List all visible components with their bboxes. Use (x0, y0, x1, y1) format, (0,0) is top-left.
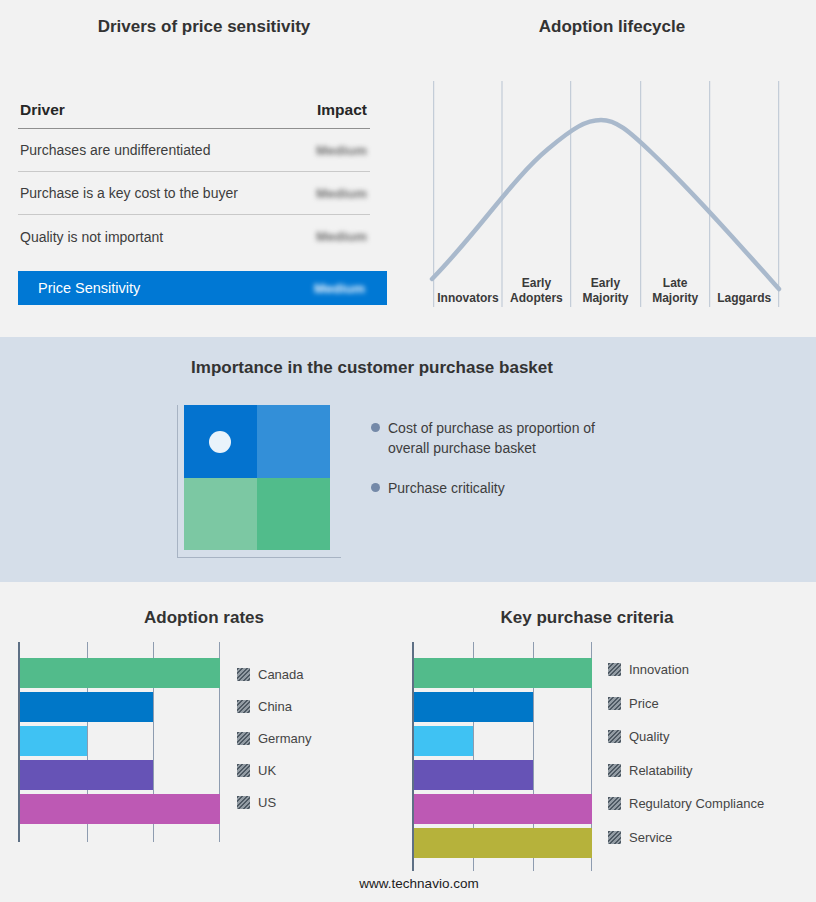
legend-item: Price (608, 697, 764, 710)
bullet-item: Cost of purchase as proportion of overal… (371, 418, 639, 458)
bullet-icon (371, 423, 380, 432)
bullet-icon (371, 483, 380, 492)
price-sensitivity-bar: Price Sensitivity Medium (18, 271, 387, 305)
stage-label-early-adopters: EarlyAdopters (510, 276, 563, 305)
legend-item: UK (237, 764, 311, 777)
bar-uk (20, 760, 153, 790)
adoption-rates-title: Adoption rates (0, 608, 408, 628)
legend-label: UK (258, 763, 276, 778)
stage-label-late-majority: LateMajority (652, 276, 698, 305)
impact-cell: Medium (316, 143, 367, 158)
legend-item: US (237, 796, 311, 809)
lifecycle-title: Adoption lifecycle (408, 17, 816, 37)
col-driver: Driver (20, 101, 65, 119)
legend-label: Price (629, 696, 659, 711)
bullet-text: Purchase criticality (388, 478, 505, 498)
legend-label: Quality (629, 729, 669, 744)
stage-label-laggards: Laggards (717, 291, 771, 305)
table-row: Purchases are undifferentiated Medium (18, 129, 370, 172)
bar-germany (20, 726, 87, 756)
legend-label: Relatability (629, 763, 693, 778)
band-title: Importance in the customer purchase bask… (0, 358, 744, 378)
legend-swatch-icon (608, 697, 621, 710)
adoption-rates-plot (18, 642, 220, 842)
legend-swatch-icon (608, 764, 621, 777)
bar-china (20, 692, 153, 722)
quadrant-top-right (257, 405, 330, 478)
legend-item: Service (608, 831, 764, 844)
position-dot (209, 431, 231, 453)
legend-label: US (258, 795, 276, 810)
purchase-basket-quadrant (184, 405, 330, 550)
drivers-panel-title: Drivers of price sensitivity (0, 17, 408, 37)
bottom-charts: Adoption rates Key purchase criteria Can… (0, 582, 816, 902)
bar-innovation (414, 658, 592, 688)
adoption-curve (432, 120, 779, 289)
legend-item: Quality (608, 730, 764, 743)
legend-label: Canada (258, 667, 304, 682)
drivers-table: Driver Impact Purchases are undifferenti… (18, 92, 370, 258)
legend-label: Regulatory Compliance (629, 796, 764, 811)
legend-label: Service (629, 830, 672, 845)
bar-service (414, 828, 592, 858)
legend-label: Innovation (629, 662, 689, 677)
stage-label-early-majority: EarlyMajority (582, 276, 628, 305)
legend-swatch-icon (608, 730, 621, 743)
legend-swatch-icon (237, 732, 250, 745)
adoption-lifecycle-panel: Adoption lifecycle Innovators EarlyAdopt… (408, 0, 816, 337)
impact-cell: Medium (316, 229, 367, 244)
legend-swatch-icon (237, 668, 250, 681)
legend-item: Relatability (608, 764, 764, 777)
website-url: www.technavio.com (11, 876, 816, 891)
lifecycle-gridlines (434, 81, 779, 307)
key-purchase-criteria-title: Key purchase criteria (412, 608, 762, 628)
quadrant-axes (177, 405, 341, 558)
key-purchase-criteria-plot (412, 642, 592, 871)
legend-swatch-icon (608, 831, 621, 844)
bar-canada (20, 658, 220, 688)
bar-us (20, 794, 220, 824)
legend-item: China (237, 700, 311, 713)
basket-bullets: Cost of purchase as proportion of overal… (371, 418, 639, 518)
legend-swatch-icon (237, 764, 250, 777)
bar-price (414, 692, 533, 722)
impact-cell: Medium (316, 186, 367, 201)
bar-relatability (414, 760, 533, 790)
legend-swatch-icon (237, 700, 250, 713)
bar-quality (414, 726, 473, 756)
legend-swatch-icon (608, 663, 621, 676)
driver-cell: Purchase is a key cost to the buyer (20, 185, 238, 201)
stage-label-innovators: Innovators (437, 291, 499, 305)
infographic-page: Drivers of price sensitivity Driver Impa… (0, 0, 816, 902)
legend-item: Germany (237, 732, 311, 745)
adoption-lifecycle-chart: Innovators EarlyAdopters EarlyMajority L… (408, 0, 816, 337)
quadrant-bottom-right (257, 478, 330, 551)
key-purchase-criteria-legend: Innovation Price Quality Relatability Regula… (608, 663, 764, 844)
legend-label: Germany (258, 731, 311, 746)
table-row: Quality is not important Medium (18, 215, 370, 258)
legend-swatch-icon (237, 796, 250, 809)
legend-label: China (258, 699, 292, 714)
driver-cell: Purchases are undifferentiated (20, 142, 210, 158)
bullet-item: Purchase criticality (371, 478, 639, 498)
driver-cell: Quality is not important (20, 229, 163, 245)
legend-item: Canada (237, 668, 311, 681)
quadrant-bottom-left (184, 478, 257, 551)
bar-regulatory-compliance (414, 794, 592, 824)
col-impact: Impact (317, 101, 367, 119)
legend-item: Regulatory Compliance (608, 797, 764, 810)
bullet-text: Cost of purchase as proportion of overal… (388, 418, 628, 458)
table-row: Purchase is a key cost to the buyer Medi… (18, 172, 370, 215)
adoption-rates-legend: Canada China Germany UK US (237, 668, 311, 809)
legend-item: Innovation (608, 663, 764, 676)
drivers-table-header: Driver Impact (18, 92, 370, 129)
purchase-basket-band: Importance in the customer purchase bask… (0, 337, 816, 582)
price-sensitivity-impact: Medium (314, 281, 365, 296)
legend-swatch-icon (608, 797, 621, 810)
price-sensitivity-label: Price Sensitivity (38, 280, 140, 296)
